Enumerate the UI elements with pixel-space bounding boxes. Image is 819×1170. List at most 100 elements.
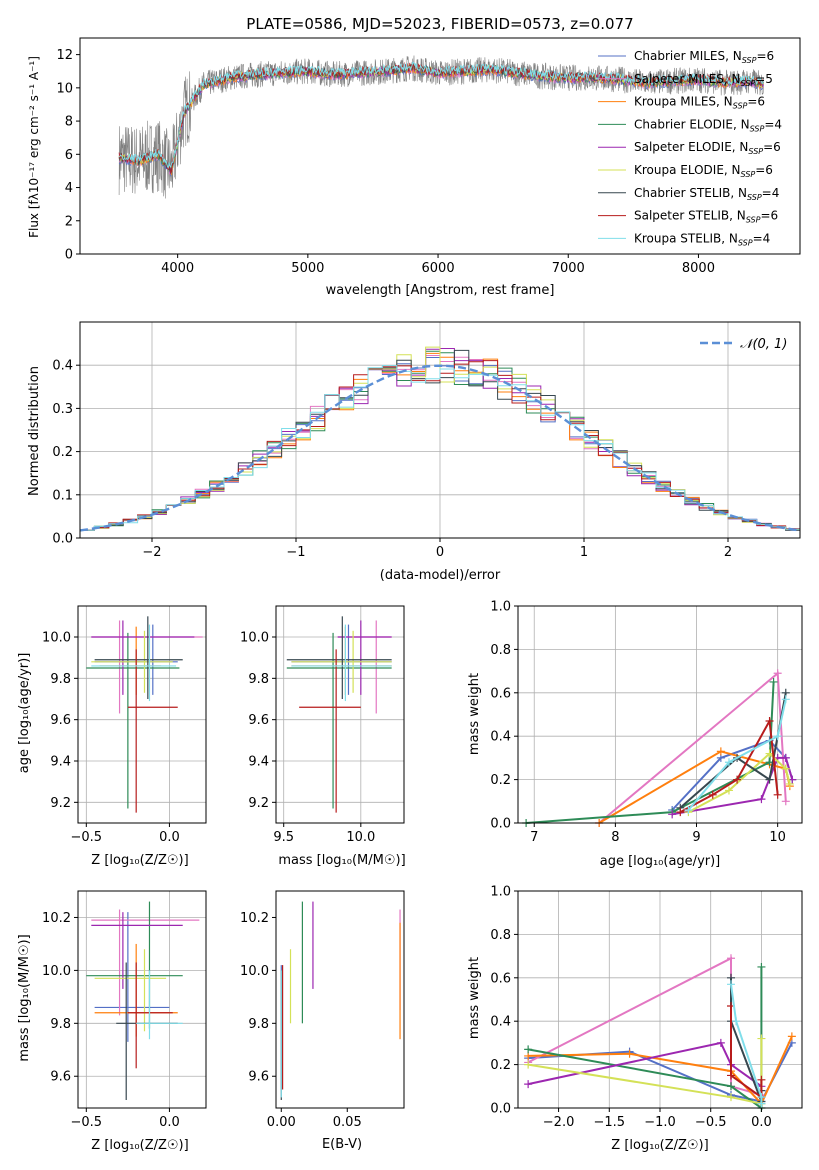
histogram-steps bbox=[80, 346, 800, 538]
histogram-ytick-label-0: 0.0 bbox=[52, 532, 73, 547]
mw-z-ytick-label-1: 0.2 bbox=[490, 1058, 511, 1073]
mw-age-series-7 bbox=[676, 717, 782, 817]
mw-z-series-8 bbox=[727, 980, 766, 1108]
age-mass-ytick-label-1: 9.4 bbox=[248, 755, 269, 770]
mw-z-marker-2-1 bbox=[625, 1049, 634, 1058]
age-mass-ytick-label-2: 9.6 bbox=[248, 713, 269, 728]
histogram-xtick-label-2: 0 bbox=[436, 545, 444, 560]
spectrum-ytick-label-5: 10 bbox=[56, 81, 73, 96]
histogram-xtick-label-3: 1 bbox=[580, 545, 588, 560]
mass-z-errorbar-1 bbox=[91, 909, 200, 1016]
mass-z-errorbar-8 bbox=[136, 970, 183, 1040]
mw-age-ytick-label-3: 0.6 bbox=[490, 686, 511, 701]
spectrum-ytick-label-6: 12 bbox=[56, 48, 73, 63]
mw-z-marker-3-0 bbox=[524, 1045, 533, 1054]
mw-age-marker-7-3 bbox=[765, 717, 774, 726]
observed-spectrum-line bbox=[118, 55, 764, 199]
mw-age-marker-3-3 bbox=[769, 677, 778, 686]
age-vs-mass-panel: 9.5 10.0 9.2 9.4 9.6 9.8 10.0 bbox=[240, 605, 405, 845]
mw-age-ytick-label-4: 0.8 bbox=[490, 643, 511, 658]
mw-age-marker-1-2 bbox=[781, 797, 790, 806]
legend-label-7: Salpeter STELIB, NSSP=6 bbox=[634, 209, 778, 225]
mw-z-line-5 bbox=[527, 1038, 763, 1105]
histogram-axes: −2 −1 0 1 2 0.0 0.1 0.2 0.3 0.4 bbox=[52, 321, 801, 560]
histogram-ylabel: Normed distribution bbox=[27, 366, 42, 496]
mass-z-axes: −0.5 0.0 9.6 9.8 10.0 10.2 bbox=[42, 890, 207, 1130]
mw-z-marker-1-1 bbox=[727, 954, 735, 963]
mass-z-ytick-label-0: 9.6 bbox=[50, 1070, 71, 1085]
age-z-marks bbox=[86, 616, 203, 813]
age-mass-grid bbox=[276, 606, 404, 823]
spectrum-xtick-label-1: 5000 bbox=[291, 261, 324, 276]
mw-z-xtick-label-1: −1.5 bbox=[593, 1115, 625, 1130]
mw-z-marker-7-3 bbox=[757, 1075, 766, 1084]
mw-z-marker-4-1 bbox=[716, 1038, 725, 1047]
mw-z-marker-3-1 bbox=[727, 1082, 735, 1091]
age-z-frame bbox=[77, 605, 207, 824]
age-z-axes: −0.5 0.0 9.2 9.4 9.6 9.8 10.0 bbox=[42, 605, 207, 845]
mw-z-axes: −2.0 −1.5 −1.0 −0.5 0.0 0.0 0.2 0.4 0.6 0.8 1.0 bbox=[490, 885, 803, 1130]
mass-z-frame bbox=[77, 890, 207, 1109]
mass-z-ytick-label-1: 9.8 bbox=[50, 1017, 71, 1032]
spectrum-ytick-label-3: 6 bbox=[65, 148, 73, 163]
spectrum-ytick-label-1: 2 bbox=[65, 214, 73, 229]
mass-z-errorbar-5 bbox=[94, 949, 167, 1032]
spectrum-ytick-label-2: 4 bbox=[65, 181, 73, 196]
mass-z-errorbar-0 bbox=[94, 912, 170, 1042]
mw-age-marker-4-1 bbox=[757, 795, 766, 804]
age-z-grid bbox=[78, 606, 206, 823]
age-z-ytick-label-2: 9.6 bbox=[50, 713, 71, 728]
mass-z-ytick-label-2: 10.0 bbox=[42, 964, 71, 979]
age-z-ytick-label-0: 9.2 bbox=[50, 796, 71, 811]
age-mass-xlabel: mass [log₁₀(M/M☉)] bbox=[278, 853, 405, 868]
mass-ebv-xtick-label-0: 0.00 bbox=[267, 1115, 296, 1130]
mw-age-line-3 bbox=[526, 681, 775, 824]
mw-z-ylabel: mass weight bbox=[467, 957, 482, 1039]
mw-age-xtick-label-3: 10 bbox=[769, 830, 786, 845]
age-mass-xtick-label-1: 10.0 bbox=[346, 830, 375, 845]
age-mass-errorbar-6 bbox=[286, 616, 392, 699]
mw-z-marker-8-1 bbox=[732, 1017, 741, 1026]
mw-age-xtick-label-1: 8 bbox=[611, 830, 619, 845]
spectrum-ylabel: Flux [fλ10⁻¹⁷ erg cm⁻² s⁻¹ A⁻¹] bbox=[27, 56, 41, 238]
mw-age-marker-6-2 bbox=[765, 775, 774, 784]
mw-age-marker-8-3 bbox=[781, 695, 790, 704]
mw-age-marks bbox=[522, 669, 797, 827]
mass-z-errorbar-4 bbox=[91, 912, 183, 989]
histogram-xtick-label-0: −2 bbox=[142, 545, 161, 560]
mw-z-marker-7-1 bbox=[727, 1071, 735, 1080]
mw-age-marker-8-0 bbox=[684, 805, 693, 814]
age-vs-z-panel: −0.5 0.0 9.2 9.4 9.6 9.8 10.0 bbox=[42, 605, 207, 845]
mw-age-marker-7-0 bbox=[676, 808, 685, 817]
model-line-8 bbox=[118, 61, 764, 169]
age-mass-errorbar-7 bbox=[299, 649, 361, 813]
mass-ebv-ytick-label-2: 10.0 bbox=[240, 964, 269, 979]
mw-age-ytick-label-5: 1.0 bbox=[490, 600, 511, 615]
age-z-errorbar-1 bbox=[91, 620, 203, 714]
histogram-series-8 bbox=[80, 365, 800, 538]
mass-vs-ebv-panel: 0.00 0.05 9.6 9.8 10.0 10.2 bbox=[240, 890, 405, 1130]
age-mass-frame bbox=[275, 605, 405, 824]
mw-age-xtick-label-2: 9 bbox=[692, 830, 700, 845]
mw-age-marker-7-4 bbox=[773, 790, 782, 799]
mass-ebv-axes: 0.00 0.05 9.6 9.8 10.0 10.2 bbox=[240, 890, 405, 1130]
spectrum-marks bbox=[118, 55, 764, 199]
legend-label-1: Salpeter MILES, NSSP=5 bbox=[634, 72, 773, 88]
legend-label-5: Kroupa ELODIE, NSSP=6 bbox=[634, 163, 773, 179]
mw-z-marker-5-0 bbox=[524, 1060, 533, 1069]
mw-z-xtick-label-2: −1.0 bbox=[644, 1115, 676, 1130]
age-mass-ytick-label-3: 9.8 bbox=[248, 672, 269, 687]
mw-z-marker-5-3 bbox=[757, 1034, 766, 1043]
mw-z-ytick-label-0: 0.0 bbox=[490, 1102, 511, 1117]
age-mass-axes: 9.5 10.0 9.2 9.4 9.6 9.8 10.0 bbox=[240, 605, 405, 845]
mass-z-xtick-label-0: −0.5 bbox=[71, 1115, 103, 1130]
histogram-xtick-label-1: −1 bbox=[286, 545, 305, 560]
histogram-marks bbox=[80, 346, 800, 538]
mw-z-xtick-label-0: −2.0 bbox=[543, 1115, 575, 1130]
histogram-xtick-label-4: 2 bbox=[724, 545, 732, 560]
mw-z-marker-5-1 bbox=[727, 1093, 735, 1102]
legend-label-2: Kroupa MILES, NSSP=6 bbox=[634, 95, 765, 111]
spectrum-xtick-label-2: 6000 bbox=[422, 261, 455, 276]
mw-age-marker-8-2 bbox=[773, 732, 782, 741]
